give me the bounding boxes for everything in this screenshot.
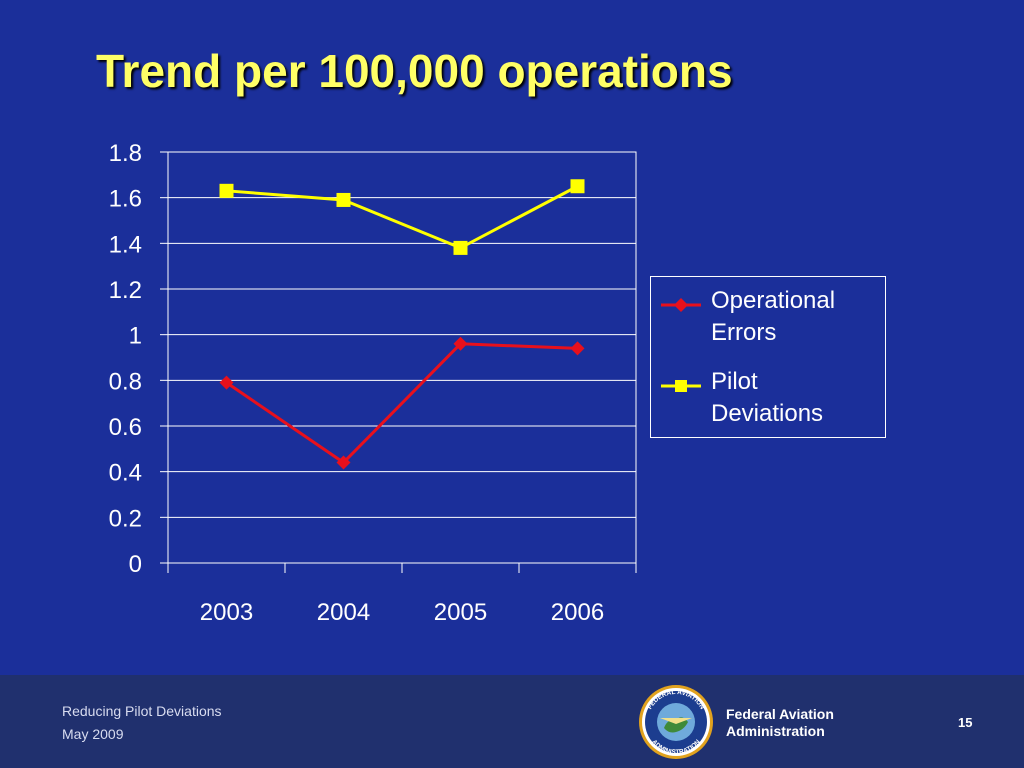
axes — [160, 151, 637, 573]
legend-square-marker-icon — [661, 380, 701, 392]
data-point-operational-errors — [219, 375, 234, 390]
data-point-pilot-deviations — [453, 240, 468, 255]
agency-name: Federal Aviation Administration — [726, 706, 834, 740]
faa-seal-logo: FEDERAL AVIATION ADMINISTRATION — [639, 685, 713, 759]
y-tick-label: 0.2 — [109, 505, 142, 532]
legend-diamond-marker-icon — [661, 298, 701, 312]
x-tick-label: 2004 — [317, 599, 370, 626]
legend-label-pilot-deviations: Pilot Deviations — [711, 366, 885, 430]
legend-label-line: Operational — [711, 287, 836, 314]
x-tick-label: 2003 — [200, 599, 253, 626]
tick-labels: 0 0.2 0.4 0.6 0.8 1 1.2 1.4 1.6 1.8 2003 2004 2005 20… — [109, 140, 605, 626]
y-tick-label: 1 — [129, 323, 142, 350]
y-tick-label: 0.6 — [109, 414, 142, 441]
data-point-operational-errors — [336, 455, 351, 470]
agency-name-line: Federal Aviation — [726, 706, 834, 722]
y-tick-label: 1.8 — [109, 140, 142, 167]
gridlines — [168, 151, 636, 518]
slide-title: Trend per 100,000 operations — [96, 45, 733, 97]
data-point-pilot-deviations — [219, 183, 234, 198]
line-chart: 0 0.2 0.4 0.6 0.8 1 1.2 1.4 1.6 1.8 2003 2004 2005 20… — [109, 140, 637, 626]
footer-bar: Reducing Pilot Deviations May 2009 FEDER… — [0, 675, 1024, 768]
page-number: 15 — [958, 715, 973, 730]
x-tick-label: 2006 — [551, 599, 604, 626]
y-tick-label: 0.4 — [109, 460, 142, 487]
x-tick-label: 2005 — [434, 599, 487, 626]
data-point-pilot-deviations — [336, 192, 351, 207]
data-point-operational-errors — [570, 341, 585, 356]
y-tick-label: 1.6 — [109, 186, 142, 213]
series-line-operational-errors — [225, 342, 578, 465]
series-line-pilot-deviations — [226, 184, 579, 250]
data-point-pilot-deviations — [570, 179, 585, 194]
footer-presentation-title: Reducing Pilot Deviations — [62, 703, 222, 719]
y-tick-label: 1.2 — [109, 277, 142, 304]
y-tick-label: 0 — [129, 551, 142, 578]
series-layer — [219, 179, 585, 470]
data-point-operational-errors — [453, 336, 468, 351]
legend-label-line: Pilot — [711, 368, 758, 395]
legend-label-operational-errors: Operational Errors — [711, 285, 885, 349]
legend-label-line: Deviations — [711, 400, 824, 427]
y-tick-label: 1.4 — [109, 231, 142, 258]
plot-area-border — [167, 151, 637, 564]
legend: Operational Errors Pilot Deviations — [650, 276, 886, 438]
footer-date: May 2009 — [62, 726, 124, 742]
legend-label-line: Errors — [711, 319, 777, 346]
y-tick-label: 0.8 — [109, 368, 142, 395]
agency-name-line: Administration — [726, 723, 825, 739]
